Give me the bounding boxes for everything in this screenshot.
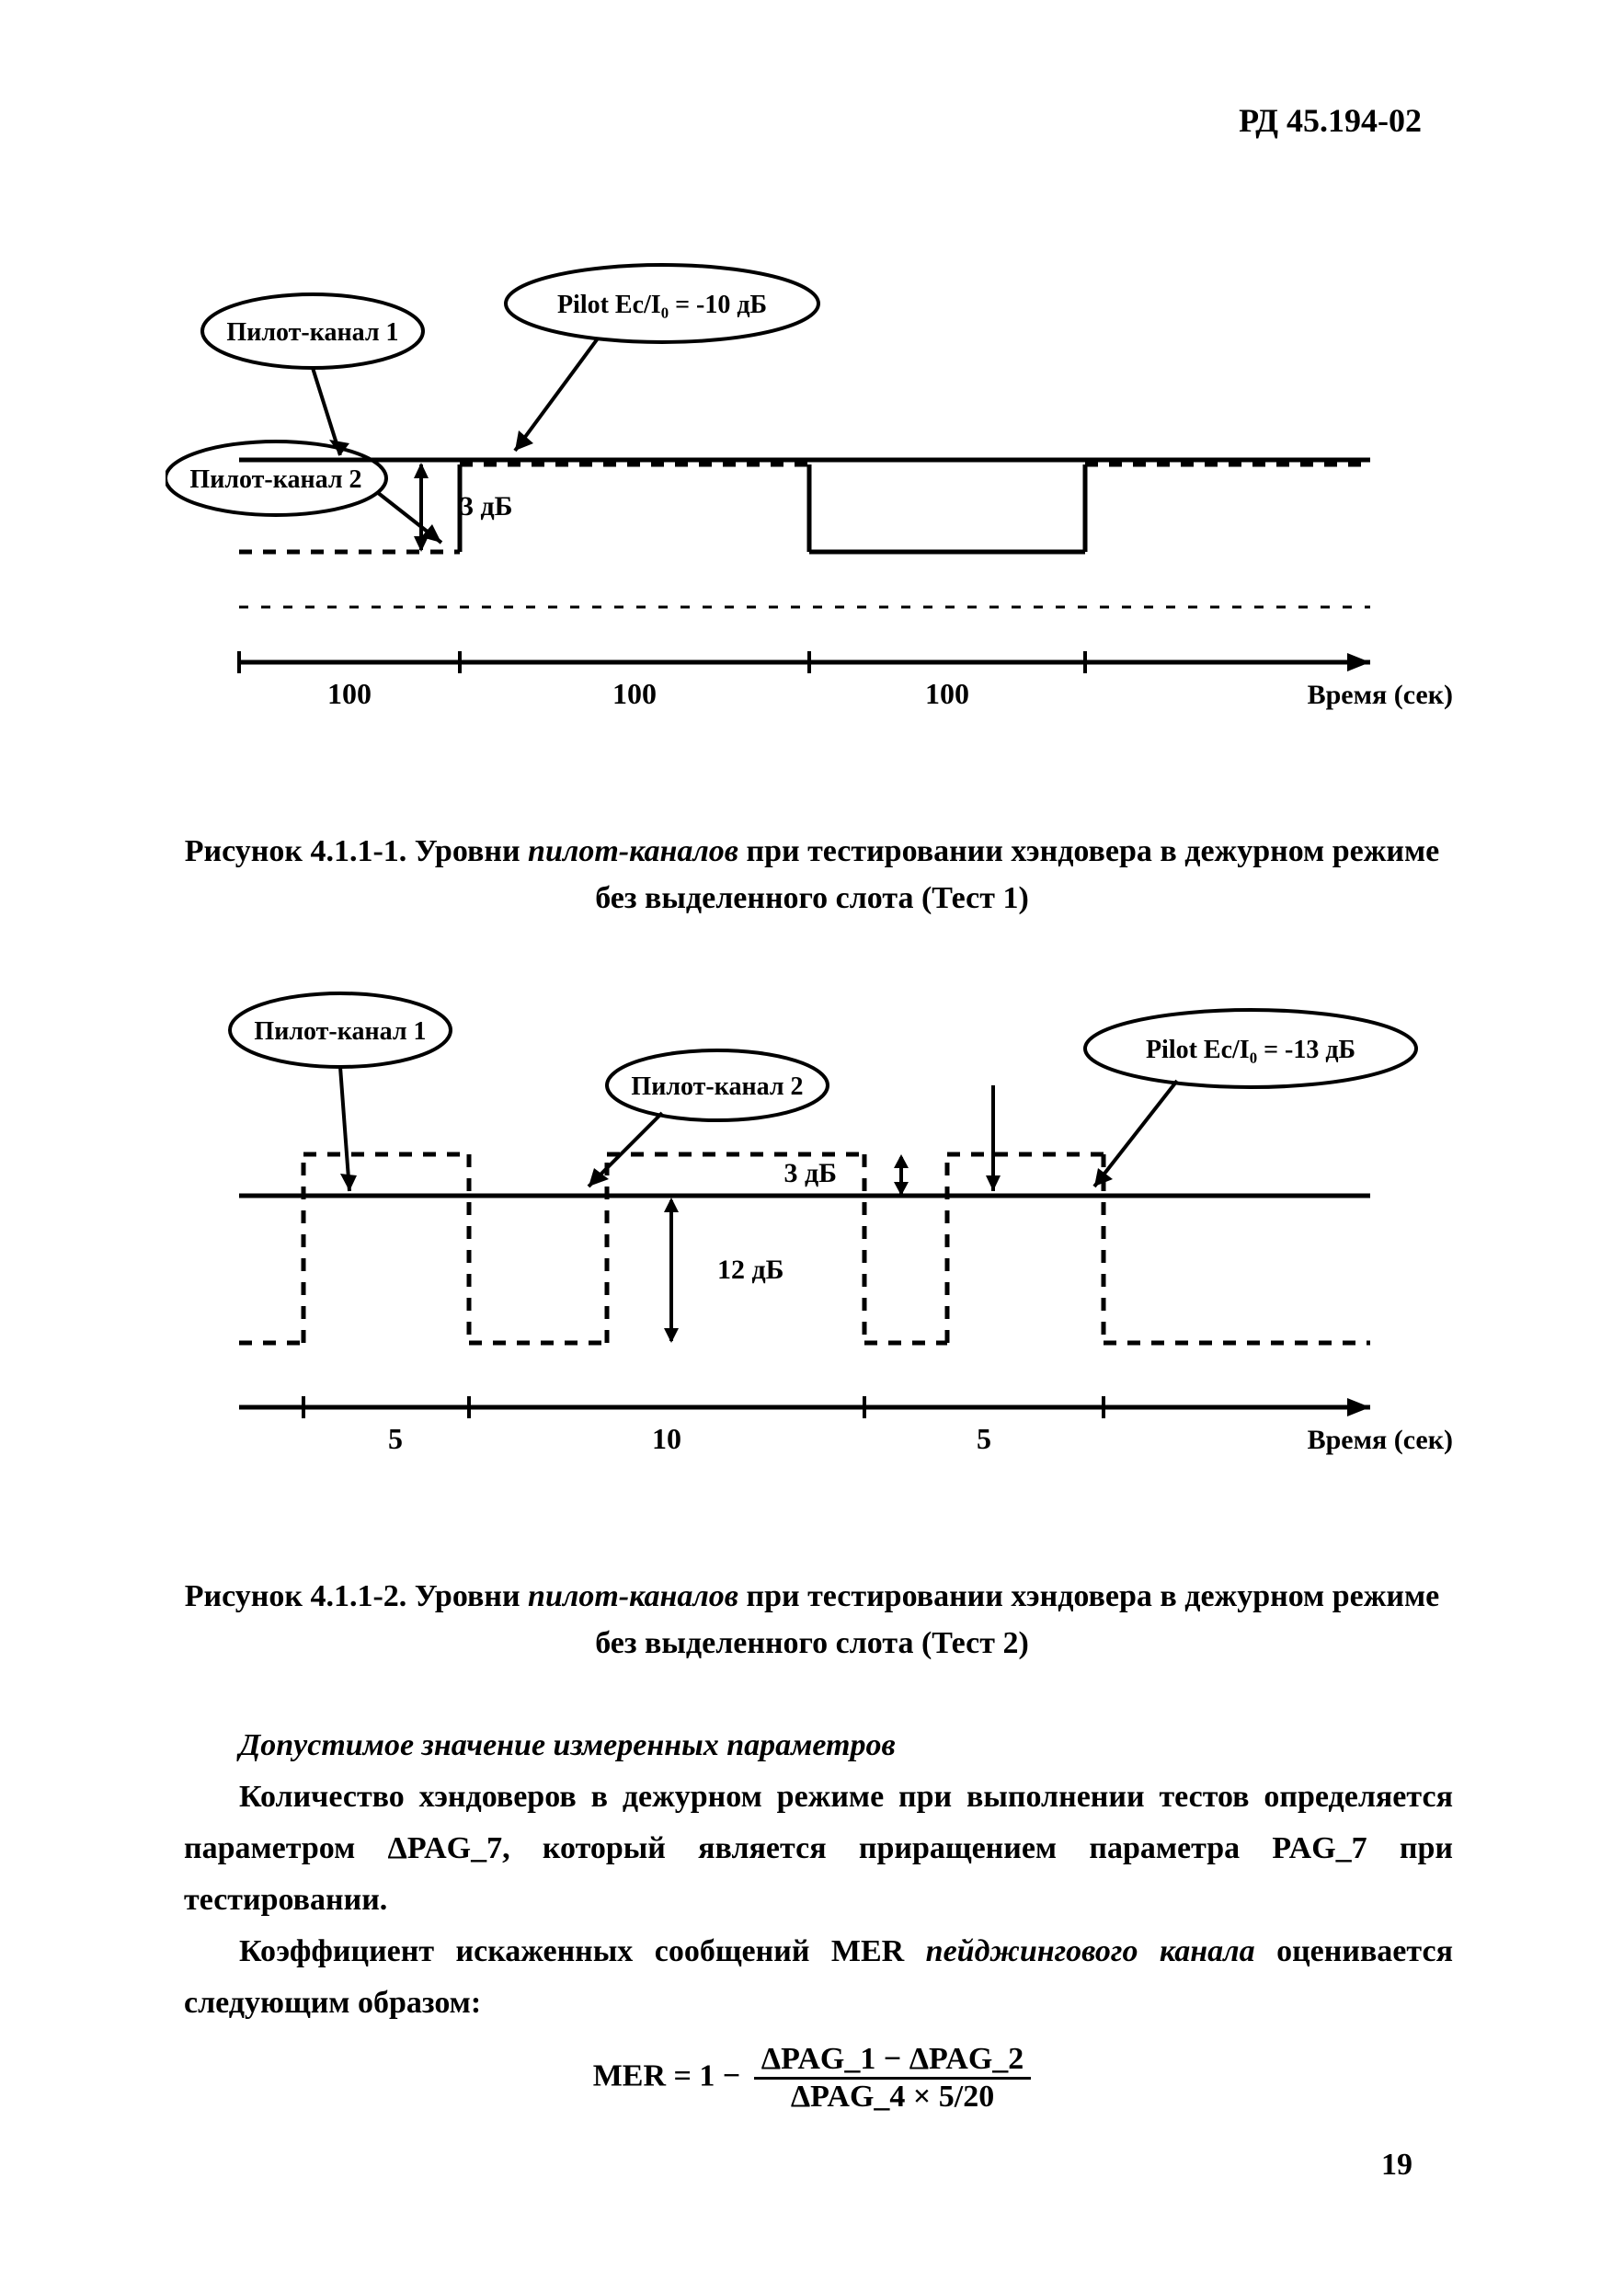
figure-2: Пилот-канал 1 Пилот-канал 2 Pilot Eс/I₀ … [166, 975, 1471, 1495]
fig2-ebio-label: Pilot Eс/I₀ = -13 дБ [1146, 1036, 1355, 1064]
figure-1: Пилот-канал 1 Pilot Eс/I₀ = -10 дБ Пилот… [166, 239, 1471, 759]
figure-1-caption: Рисунок 4.1.1-1. Уровни пилот-каналов пр… [168, 828, 1456, 922]
fig1-pilot2-label: Пилот-канал 2 [189, 465, 361, 494]
fig1-axis-label: Время (сек) [1308, 680, 1453, 710]
fig2-3db-label: 3 дБ [783, 1158, 837, 1188]
fig1-3db-label: 3 дБ [460, 491, 513, 522]
figure-2-caption: Рисунок 4.1.1-2. Уровни пилот-каналов пр… [168, 1573, 1456, 1667]
body-text: Допустимое значение измеренных параметро… [184, 1720, 1453, 2030]
fig2-cap-prefix: Рисунок 4.1.1-2. Уровни [185, 1579, 528, 1613]
formula-numerator: ΔPAG_1 − ΔPAG_2 [754, 2042, 1032, 2080]
fig1-tick1: 100 [327, 677, 372, 710]
param-heading: Допустимое значение измеренных параметро… [184, 1720, 1453, 1771]
page-number: 19 [1381, 2148, 1412, 2183]
fig2-pilot2-label: Пилот-канал 2 [631, 1072, 803, 1101]
page: РД 45.194-02 Пилот-канал 1 Pilot Eс/I₀ =… [0, 0, 1624, 2293]
fig1-pilot1-label: Пилот-канал 1 [226, 318, 398, 347]
fig2-tick2: 10 [652, 1422, 681, 1455]
formula-lhs: MER = 1 − [593, 2058, 741, 2092]
fig2-tick3: 5 [977, 1422, 991, 1455]
doc-header: РД 45.194-02 [1239, 101, 1422, 140]
paragraph-2: Коэффициент искаженных сообщений MER пей… [184, 1926, 1453, 2029]
paragraph-1: Количество хэндоверов в дежурном режиме … [184, 1771, 1453, 1926]
mer-formula: MER = 1 − ΔPAG_1 − ΔPAG_2 ΔPAG_4 × 5/20 [0, 2042, 1624, 2115]
fig1-cap-ital: пилот-каналов [528, 834, 738, 868]
fig2-tick1: 5 [388, 1422, 403, 1455]
fig1-tick3: 100 [925, 677, 969, 710]
p2-ital: пейджингового канала [926, 1934, 1255, 1968]
fig1-ebio-label: Pilot Eс/I₀ = -10 дБ [557, 291, 767, 319]
fig2-cap-ital: пилот-каналов [528, 1579, 738, 1613]
formula-denominator: ΔPAG_4 × 5/20 [754, 2080, 1032, 2115]
fig2-12db-label: 12 дБ [717, 1255, 784, 1285]
fig1-tick2: 100 [612, 677, 657, 710]
fig2-pilot1-label: Пилот-канал 1 [254, 1017, 426, 1046]
p2-a: Коэффициент искаженных сообщений MER [239, 1934, 926, 1968]
fig1-cap-prefix: Рисунок 4.1.1-1. Уровни [185, 834, 528, 868]
fig2-axis-label: Время (сек) [1308, 1425, 1453, 1455]
